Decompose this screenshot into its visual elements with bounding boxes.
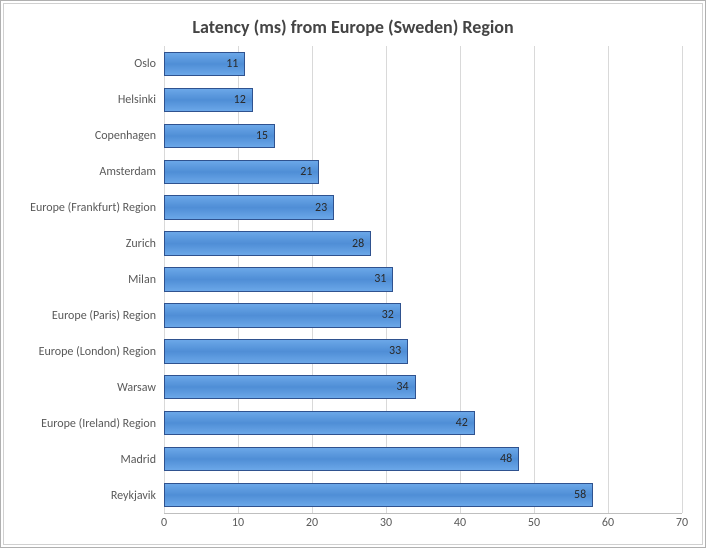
bar-row: 21 bbox=[164, 154, 682, 190]
bars: 11 12 15 21 23 28 31 32 33 34 42 48 58 bbox=[164, 46, 682, 513]
bar-row: 32 bbox=[164, 297, 682, 333]
x-axis-ticks: 010203040506070 bbox=[164, 516, 682, 534]
y-axis-label: Zurich bbox=[14, 226, 164, 262]
chart-area: OsloHelsinkiCopenhagenAmsterdamEurope (F… bbox=[14, 46, 682, 534]
gridline bbox=[682, 46, 683, 513]
bar-row: 12 bbox=[164, 82, 682, 118]
y-axis-label: Europe (Paris) Region bbox=[14, 298, 164, 334]
x-axis-tick: 60 bbox=[602, 516, 614, 530]
x-axis-tick: 50 bbox=[528, 516, 540, 530]
bar: 31 bbox=[164, 267, 393, 291]
bar-data-label: 15 bbox=[256, 129, 268, 143]
y-axis-label: Europe (London) Region bbox=[14, 334, 164, 370]
chart-container: Latency (ms) from Europe (Sweden) Region… bbox=[0, 0, 706, 548]
bar: 32 bbox=[164, 303, 401, 327]
x-axis-tick: 40 bbox=[454, 516, 466, 530]
y-axis-label: Milan bbox=[14, 262, 164, 298]
bar-row: 34 bbox=[164, 369, 682, 405]
x-axis-tick: 20 bbox=[306, 516, 318, 530]
chart-title: Latency (ms) from Europe (Sweden) Region bbox=[4, 4, 702, 46]
bar: 42 bbox=[164, 411, 475, 435]
bar: 12 bbox=[164, 88, 253, 112]
y-axis-labels: OsloHelsinkiCopenhagenAmsterdamEurope (F… bbox=[14, 46, 164, 514]
bar-data-label: 34 bbox=[396, 380, 408, 394]
bar-row: 33 bbox=[164, 333, 682, 369]
x-axis-tick: 70 bbox=[676, 516, 688, 530]
y-axis-label: Reykjavik bbox=[14, 478, 164, 514]
y-axis-label: Europe (Ireland) Region bbox=[14, 406, 164, 442]
x-axis-spacer bbox=[14, 516, 164, 534]
bar-row: 15 bbox=[164, 118, 682, 154]
x-axis-tick: 0 bbox=[161, 516, 167, 530]
bar-data-label: 12 bbox=[234, 93, 246, 107]
bar: 23 bbox=[164, 195, 334, 219]
bar: 11 bbox=[164, 52, 245, 76]
bar-row: 42 bbox=[164, 405, 682, 441]
y-axis-label: Copenhagen bbox=[14, 118, 164, 154]
bar-data-label: 28 bbox=[352, 237, 364, 251]
bar: 33 bbox=[164, 339, 408, 363]
bar-data-label: 11 bbox=[226, 57, 238, 71]
bar: 58 bbox=[164, 483, 593, 507]
bar-data-label: 32 bbox=[382, 308, 394, 322]
bar: 48 bbox=[164, 447, 519, 471]
y-axis-label: Oslo bbox=[14, 46, 164, 82]
bar-row: 11 bbox=[164, 46, 682, 82]
y-axis-label: Amsterdam bbox=[14, 154, 164, 190]
bar: 28 bbox=[164, 231, 371, 255]
plot-row: OsloHelsinkiCopenhagenAmsterdamEurope (F… bbox=[14, 46, 682, 514]
bar-data-label: 21 bbox=[300, 165, 312, 179]
bar: 34 bbox=[164, 375, 416, 399]
bar-row: 23 bbox=[164, 190, 682, 226]
bar-row: 48 bbox=[164, 441, 682, 477]
bar-row: 58 bbox=[164, 477, 682, 513]
y-axis-label: Helsinki bbox=[14, 82, 164, 118]
bar-data-label: 42 bbox=[456, 416, 468, 430]
bar: 15 bbox=[164, 124, 275, 148]
bar-data-label: 33 bbox=[389, 344, 401, 358]
y-axis-label: Warsaw bbox=[14, 370, 164, 406]
bar-row: 28 bbox=[164, 226, 682, 262]
bar-data-label: 23 bbox=[315, 201, 327, 215]
x-axis-tick: 10 bbox=[232, 516, 244, 530]
chart-inner: Latency (ms) from Europe (Sweden) Region… bbox=[3, 3, 703, 545]
plot: 11 12 15 21 23 28 31 32 33 34 42 48 58 bbox=[164, 46, 682, 514]
x-axis-tick: 30 bbox=[380, 516, 392, 530]
x-axis: 010203040506070 bbox=[14, 516, 682, 534]
bar-data-label: 48 bbox=[500, 452, 512, 466]
bar-data-label: 58 bbox=[574, 488, 586, 502]
bar: 21 bbox=[164, 160, 319, 184]
y-axis-label: Madrid bbox=[14, 442, 164, 478]
bar-row: 31 bbox=[164, 262, 682, 298]
y-axis-label: Europe (Frankfurt) Region bbox=[14, 190, 164, 226]
bar-data-label: 31 bbox=[374, 272, 386, 286]
